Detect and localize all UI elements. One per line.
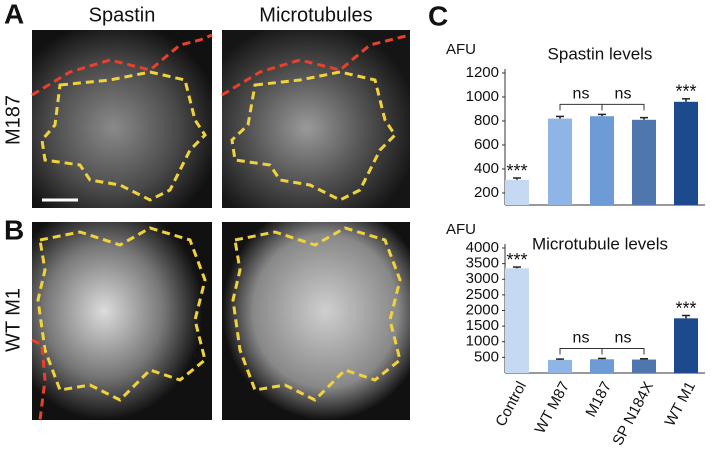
image [32,222,212,420]
y-tick-label: 1000 [466,333,499,350]
bracket-label: ns [573,330,590,347]
x-tick-label: WT M1 [661,379,699,429]
micrographs [31,30,411,421]
bar [505,179,529,205]
bar [632,359,656,373]
outline [40,70,207,202]
bracket-label: ns [615,86,632,103]
y-tick-label: 2000 [466,301,499,318]
x-tick-label: SP N184X [609,379,657,449]
bar [674,101,698,205]
chart-title: Spastin levels [548,44,653,63]
x-tick-label: Control [492,379,530,430]
image [222,222,410,420]
y-tick-label: 2500 [466,286,499,303]
bar [590,116,614,205]
y-tick-label: 600 [474,136,499,153]
y-tick-label: 800 [474,112,499,129]
row-label: M187 [2,95,24,145]
panel-label: C [428,0,448,31]
y-tick-label: 1200 [466,64,499,81]
bar [674,318,698,373]
outline [31,33,213,97]
bar [505,268,529,373]
panel-label: A [4,0,24,29]
y-axis-label: AFU [446,41,476,58]
y-tick-label: 400 [474,160,499,177]
bracket [559,103,603,111]
outline [230,70,397,202]
y-tick-label: 4000 [466,239,499,256]
y-tick-label: 3500 [466,255,499,272]
outline [221,33,411,97]
chart-title: Microtubule levels [532,234,668,253]
column-label: Spastin [89,4,156,26]
y-tick-label: 200 [474,184,499,201]
significance: *** [675,82,696,102]
outline [36,226,207,402]
bar [548,359,572,373]
outline [231,226,402,402]
outline [31,338,47,421]
y-axis-label: AFU [446,221,476,238]
bar [632,119,656,205]
image [32,30,212,208]
x-tick-label: WT M87 [532,379,573,437]
y-tick-label: 1000 [466,88,499,105]
y-tick-label: 3000 [466,270,499,287]
panel-label: B [4,214,24,245]
significance: *** [506,161,527,181]
significance: *** [506,250,527,270]
bar [590,359,614,373]
row-label: WT M1 [2,288,24,352]
bracket [559,347,603,355]
image [222,30,410,208]
bar [548,118,572,205]
bracket [601,347,645,355]
column-label: Microtubules [259,4,372,26]
bracket-label: ns [573,86,590,103]
bracket-label: ns [615,330,632,347]
y-tick-label: 1500 [466,317,499,334]
significance: *** [675,298,696,318]
bracket [601,103,645,111]
x-tick-label: M187 [582,379,615,420]
y-tick-label: 500 [474,348,499,365]
